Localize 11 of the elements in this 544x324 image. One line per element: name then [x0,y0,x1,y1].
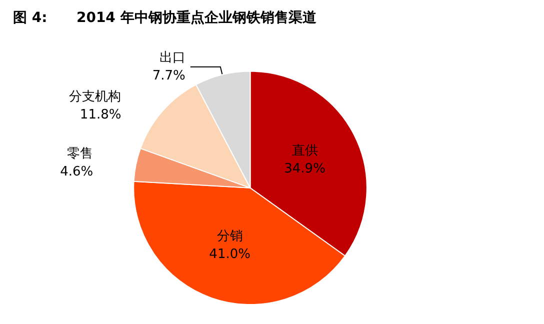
data-label: 41.0% [209,247,250,262]
data-label: 11.8% [80,108,122,123]
slice-label: 分销 [216,229,243,244]
slice-label: 直供 [292,143,318,158]
slice-label: 分支机构 [69,90,122,105]
slice-label: 出口 [159,50,186,66]
data-label: 7.7% [152,68,186,84]
data-label: 34.9% [284,161,326,176]
slice-label: 零售 [67,146,94,162]
chart-title: 图 4: 2014 年中钢协重点企业钢铁销售渠道 [13,9,318,26]
data-label: 4.6% [60,164,94,180]
